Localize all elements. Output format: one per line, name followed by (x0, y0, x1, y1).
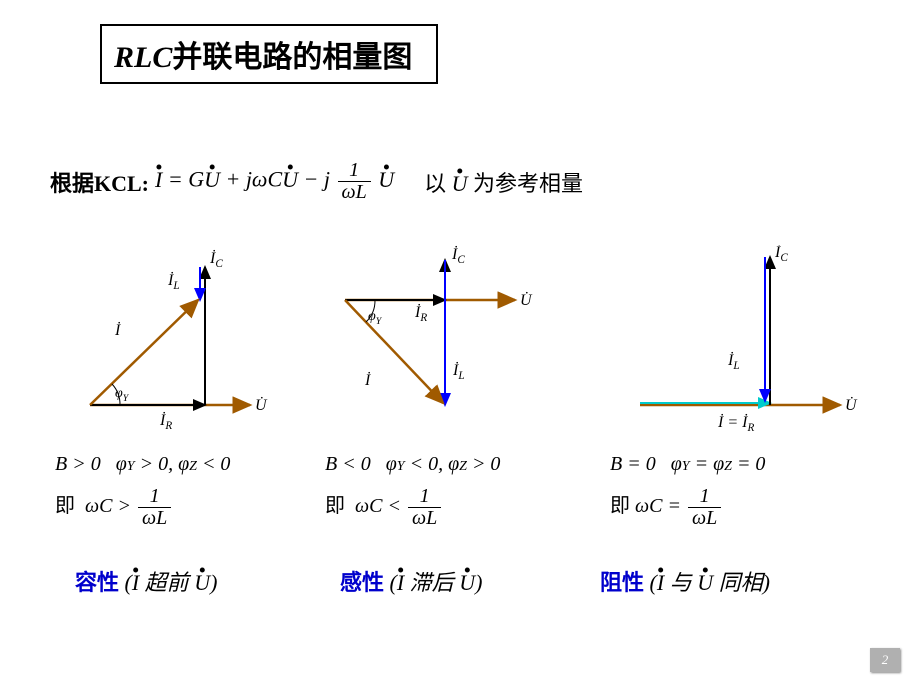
label-u: U̇ (520, 292, 533, 309)
diagram-inductive: İC İR φY İ İL U̇ (315, 245, 555, 445)
page-title: RLC并联电路的相量图 (100, 24, 438, 84)
label-ieqir: İ = İR (717, 413, 754, 434)
case-resistive: B = 0 φY = φZ = 0 即 ωC = 1ωL (610, 453, 890, 539)
label-il: İL (167, 271, 180, 292)
cond2: B < 0 φY < 0, φZ > 0 (325, 453, 585, 476)
vector-i (90, 300, 198, 405)
label-il: İL (727, 351, 740, 372)
label-ic: İC (451, 245, 465, 266)
phasor-diagrams: İC İL İ φY İR U̇ İC İR φY İ İL U̇ (0, 245, 920, 445)
diagram-capacitive: İC İL İ φY İR U̇ (60, 245, 280, 445)
label-il: İL (452, 361, 465, 382)
type-inductive: 感性 (I 滞后 U) (340, 565, 482, 597)
case-capacitive: B > 0 φY > 0, φZ < 0 即 ωC > 1ωL (55, 453, 315, 539)
label-i: İ (364, 371, 371, 389)
vector-i (345, 300, 443, 403)
page-number: 2 (870, 648, 900, 672)
label-ir: İR (159, 411, 172, 432)
label-u: U̇ (255, 397, 268, 414)
diagram-resistive: İC İL İ = İR U̇ (610, 245, 870, 445)
type-capacitive: 容性 (I 超前 U) (75, 565, 217, 597)
label-i: İ (114, 321, 121, 339)
ineq3: 即 ωC = 1ωL (610, 486, 890, 529)
kcl-equation-row: 根据KCL: I = GU + jωCU − j 1ωL U 以 U 为参考相量 (50, 160, 890, 203)
kcl-reference: 以 U 为参考相量 (424, 166, 583, 198)
cond3: B = 0 φY = φZ = 0 (610, 453, 890, 476)
label-phiy: φY (115, 386, 130, 404)
label-ic: İC (209, 249, 223, 270)
label-ir: İR (414, 303, 427, 324)
label-ic: İC (774, 245, 788, 264)
ineq2: 即 ωC < 1ωL (325, 486, 585, 529)
title-italic: RLC (114, 41, 172, 74)
kcl-label: 根据KCL: (50, 166, 149, 198)
label-u: U̇ (845, 397, 858, 414)
label-phiy: φY (368, 309, 383, 327)
cond1: B > 0 φY > 0, φZ < 0 (55, 453, 315, 476)
ineq1: 即 ωC > 1ωL (55, 486, 315, 529)
case-inductive: B < 0 φY < 0, φZ > 0 即 ωC < 1ωL (325, 453, 585, 539)
title-rest: 并联电路的相量图 (172, 41, 412, 74)
kcl-equation: I = GU + jωCU − j 1ωL U (155, 160, 394, 203)
type-resistive: 阻性 (I 与 U 同相) (600, 565, 770, 597)
